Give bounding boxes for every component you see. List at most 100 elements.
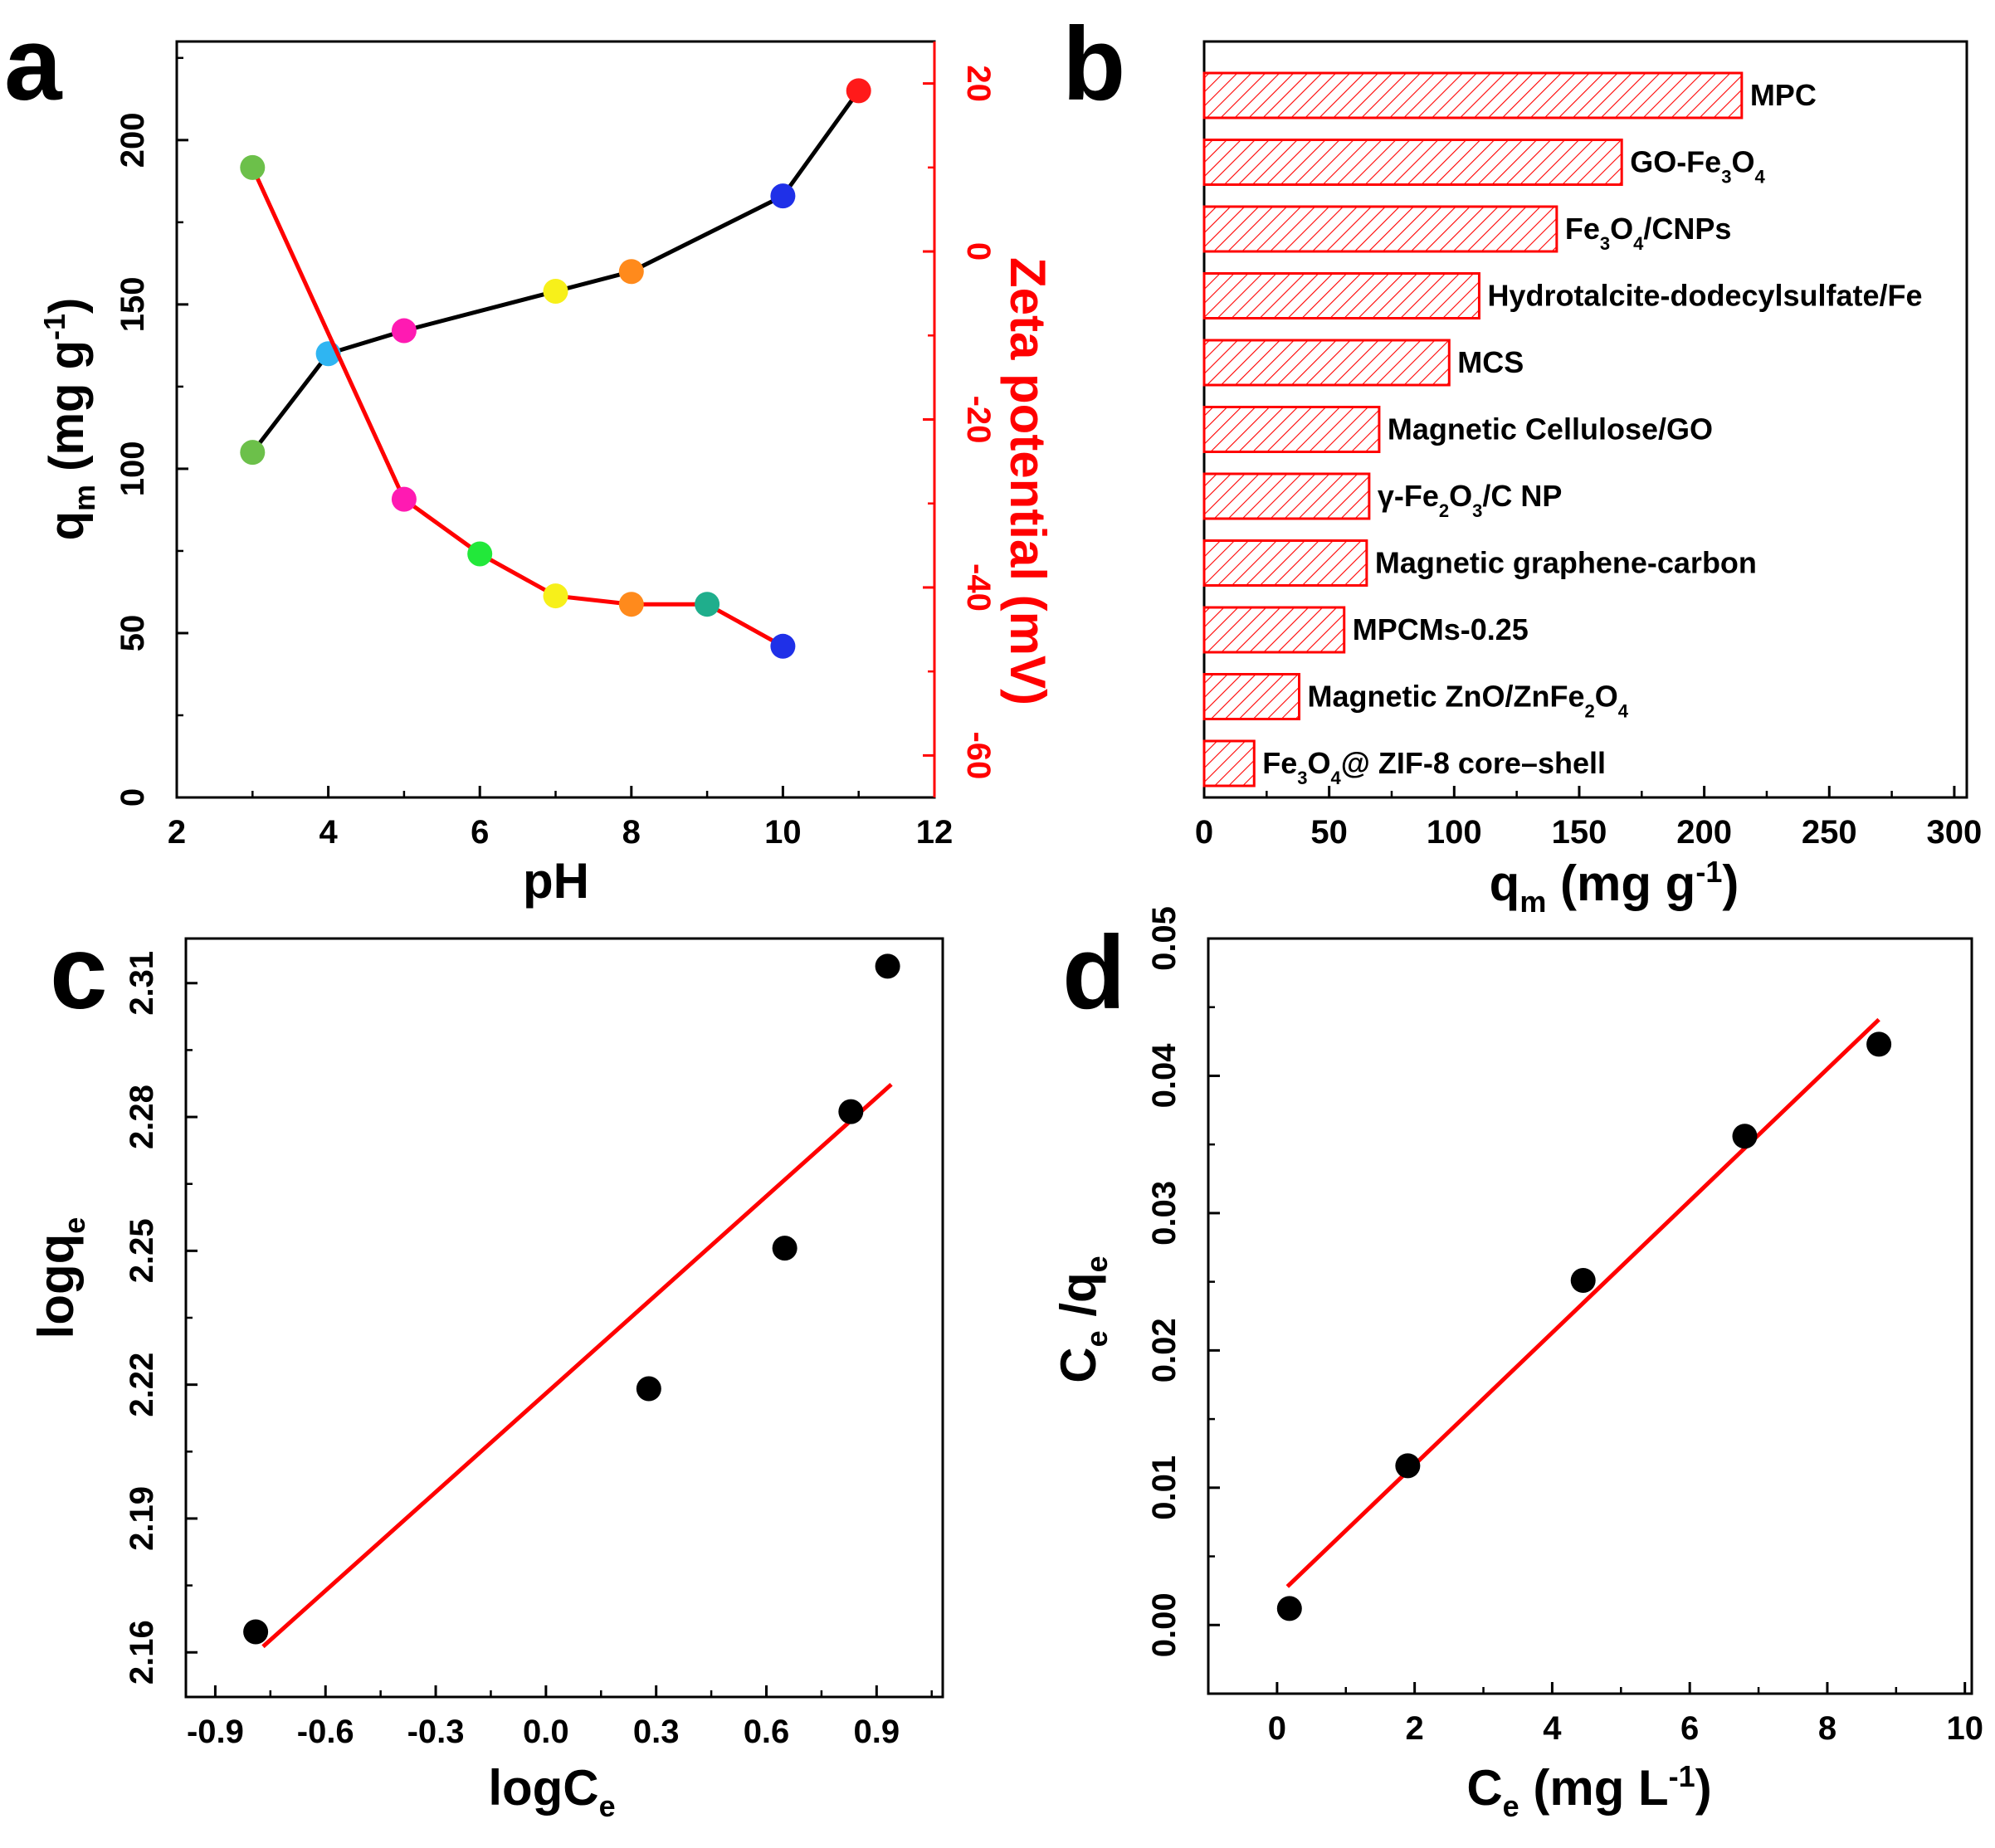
y-tick-label: 2.28	[124, 1085, 160, 1149]
panel-c: c -0.9 -0.6 -0.3 0.0 0.3 0.6 0.9 2.162.192.222…	[28, 915, 944, 1823]
x-tick-label: 0.3	[633, 1714, 680, 1750]
panel-a-y-ticks: 0 50 100 150 200	[115, 56, 188, 807]
panel-d: d 0 2 4 6 8 10 0.00 0.01 0.02 0.03 0.04 0.05 Ce (m…	[1051, 906, 1983, 1823]
qm-point	[770, 183, 796, 209]
zeta-point	[391, 486, 417, 512]
y-tick-label: 2.25	[124, 1218, 160, 1283]
data-point	[1395, 1453, 1421, 1479]
panel-c-frame	[184, 937, 944, 1699]
panel-d-x-ticks: 0 2 4 6 8 10	[1268, 1682, 1983, 1747]
x-tick-label: 10	[1946, 1710, 1983, 1747]
y-tick-label: 0.05	[1146, 906, 1183, 971]
y-tick-label: 0.04	[1146, 1043, 1183, 1109]
panel-b: b 0 50 100 150 200 250 300 MPC GO-Fe3O4 Fe3O4/CN…	[1062, 7, 1982, 919]
y2-tick-label: 20	[960, 65, 997, 102]
panel-label-d: d	[1062, 915, 1125, 1031]
panel-label-c: c	[50, 915, 108, 1031]
x-tick-label: 6	[471, 814, 489, 851]
x-tick-label: -0.9	[187, 1714, 244, 1750]
panel-a-x-axis-label: pH	[523, 853, 589, 909]
x-tick-label: 4	[319, 814, 338, 851]
panel-a-y2-axis-label: Zeta potential (mV)	[1000, 257, 1056, 705]
y-tick-label: 0	[115, 788, 151, 807]
y-tick-label: 2.16	[124, 1620, 160, 1685]
bar	[1202, 673, 1300, 720]
y-tick-label: 0.00	[1146, 1592, 1183, 1657]
x-tick-label: 10	[764, 814, 802, 851]
panel-d-frame	[1207, 937, 1973, 1695]
x-tick-label: 8	[1818, 1710, 1836, 1747]
y-tick-label: 0.02	[1146, 1318, 1183, 1382]
zeta-series-line	[251, 166, 784, 648]
zeta-point	[467, 541, 493, 567]
panel-a-x-ticks: 2 4 6 8 10 12	[168, 786, 953, 851]
y-tick-label: 2.22	[124, 1353, 160, 1417]
y2-tick-label: 0	[960, 242, 997, 261]
panel-a-y-axis-label: qm (mg g-1)	[37, 298, 101, 541]
bar	[1202, 272, 1480, 319]
panel-label-b: b	[1062, 7, 1125, 122]
y-tick-label: 2.31	[124, 951, 160, 1016]
zeta-point	[240, 154, 266, 180]
qm-point	[618, 259, 644, 285]
bar	[1202, 205, 1558, 253]
x-tick-label: 200	[1676, 814, 1732, 851]
bar-label: GO-Fe3O4	[1630, 145, 1765, 188]
zeta-point	[543, 583, 568, 609]
x-tick-label: 100	[1427, 814, 1482, 851]
fit-line	[1285, 1017, 1880, 1588]
bar	[1202, 606, 1346, 654]
panel-c-plot	[243, 953, 900, 1649]
bar	[1202, 539, 1368, 587]
panel-a-y2-ticks: 20 0 -20 -40 -60	[923, 41, 997, 797]
x-tick-label: 0.9	[854, 1714, 900, 1750]
y-tick-label: 0.03	[1146, 1181, 1183, 1246]
y-tick-label: 50	[115, 615, 151, 652]
y2-tick-label: -40	[960, 563, 997, 612]
y-tick-label: 100	[115, 441, 151, 497]
panel-c-y-ticks: 2.16 2.19 2.22 2.25 2.28 2.31	[124, 951, 198, 1685]
panel-a-frame	[175, 40, 936, 799]
zeta-point	[770, 633, 796, 659]
qm-point	[846, 78, 871, 104]
panel-a-series	[240, 78, 871, 659]
x-tick-label: 8	[622, 814, 641, 851]
data-point	[1732, 1124, 1758, 1149]
panel-d-y-axis-label: Ce /qe	[1051, 1256, 1114, 1382]
x-tick-label: 150	[1552, 814, 1607, 851]
qm-point	[240, 440, 266, 466]
panel-b-x-ticks: 0 50 100 150 200 250 300	[1195, 786, 1982, 851]
x-tick-label: -0.3	[407, 1714, 465, 1750]
zeta-point	[695, 592, 720, 617]
data-point	[1570, 1267, 1596, 1293]
bar-label: Fe3O4@ ZIF-8 core–shell	[1262, 746, 1606, 788]
bar-label: MCS	[1457, 345, 1524, 379]
x-tick-label: 0.6	[744, 1714, 790, 1750]
bar	[1202, 406, 1381, 453]
data-point	[772, 1236, 798, 1261]
data-point	[243, 1619, 269, 1645]
bar	[1202, 339, 1451, 387]
fit-line	[261, 1082, 893, 1649]
panel-c-x-axis-label: logCe	[488, 1760, 615, 1823]
x-tick-label: 50	[1310, 814, 1348, 851]
qm-point	[391, 318, 417, 344]
y-tick-label: 2.19	[124, 1486, 160, 1551]
x-tick-label: 6	[1680, 1710, 1699, 1747]
bar-label: Magnetic Cellulose/GO	[1388, 412, 1713, 446]
bar	[1202, 472, 1371, 520]
panel-c-x-ticks: -0.9 -0.6 -0.3 0.0 0.3 0.6 0.9	[187, 1685, 933, 1750]
y2-tick-label: -20	[960, 396, 997, 444]
bar-label: γ-Fe2O3/C NP	[1378, 479, 1563, 521]
bar-label: MPCMs-0.25	[1353, 612, 1529, 646]
panel-d-plot	[1276, 1017, 1892, 1621]
panel-d-x-axis-label: Ce (mg L-1)	[1466, 1759, 1711, 1823]
y-tick-label: 150	[115, 276, 151, 332]
qm-series-line	[251, 89, 861, 454]
bar-label: Magnetic ZnO/ZnFe2O4	[1307, 680, 1628, 722]
bar-label: Magnetic graphene-carbon	[1375, 546, 1757, 580]
x-tick-label: -0.6	[297, 1714, 354, 1750]
x-tick-label: 2	[1406, 1710, 1424, 1747]
